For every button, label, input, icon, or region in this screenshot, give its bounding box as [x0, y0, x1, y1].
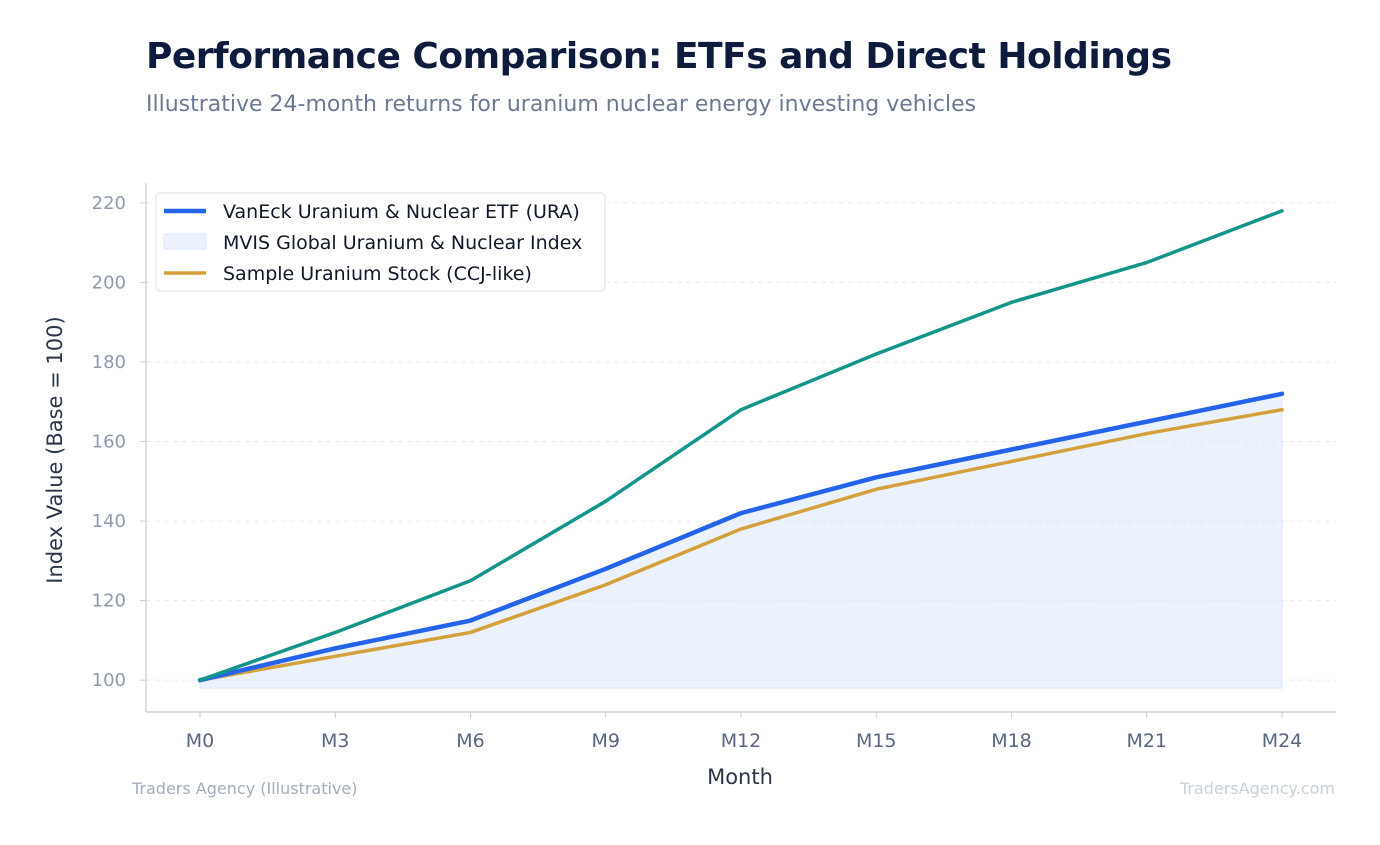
y-tick-label: 160 — [92, 432, 126, 453]
x-tick-label: M0 — [186, 730, 214, 752]
y-tick-label: 180 — [92, 352, 126, 373]
line-layer — [197, 209, 1285, 683]
y-tick-label: 220 — [92, 193, 126, 214]
x-tick-label: M9 — [592, 730, 620, 752]
x-axis-title: Month — [707, 765, 773, 789]
legend-box — [155, 192, 606, 292]
chart-title: Performance Comparison: ETFs and Direct … — [146, 36, 1172, 77]
series-line — [198, 407, 1284, 682]
chart-subtitle: Illustrative 24-month returns for uraniu… — [146, 92, 977, 117]
x-tick-label: M6 — [456, 730, 484, 752]
legend-label: Sample Uranium Stock (CCJ-like) — [223, 263, 532, 285]
y-tick-label: 100 — [92, 670, 126, 691]
x-tick-label: M15 — [856, 730, 897, 752]
legend-swatch — [163, 233, 207, 250]
x-tick-label: M21 — [1126, 730, 1167, 752]
y-tick-label: 120 — [92, 591, 126, 612]
legend-label: VanEck Uranium & Nuclear ETF (URA) — [223, 201, 580, 223]
series-line — [198, 209, 1284, 682]
legend-label: MVIS Global Uranium & Nuclear Index — [223, 232, 582, 254]
x-tick-label: M3 — [321, 730, 349, 752]
x-tick-label: M12 — [721, 730, 762, 752]
y-tick-label: 200 — [92, 272, 126, 293]
footer-website: TradersAgency.com — [1179, 779, 1335, 798]
y-axis-title: Index Value (Base = 100) — [43, 316, 67, 583]
y-tick-label: 140 — [92, 511, 126, 532]
tick-labels: 100 120 140 160 180 200 220 M0 M3 M6 M9 M12 M15 M18 M2… — [92, 193, 1303, 752]
legend: VanEck Uranium & Nuclear ETF (URA) MVIS G… — [155, 192, 606, 292]
series-line — [197, 391, 1285, 683]
axes — [140, 183, 1336, 718]
x-tick-label: M18 — [991, 730, 1032, 752]
x-tick-label: M24 — [1262, 730, 1303, 752]
footer-source: Traders Agency (Illustrative) — [132, 779, 358, 798]
